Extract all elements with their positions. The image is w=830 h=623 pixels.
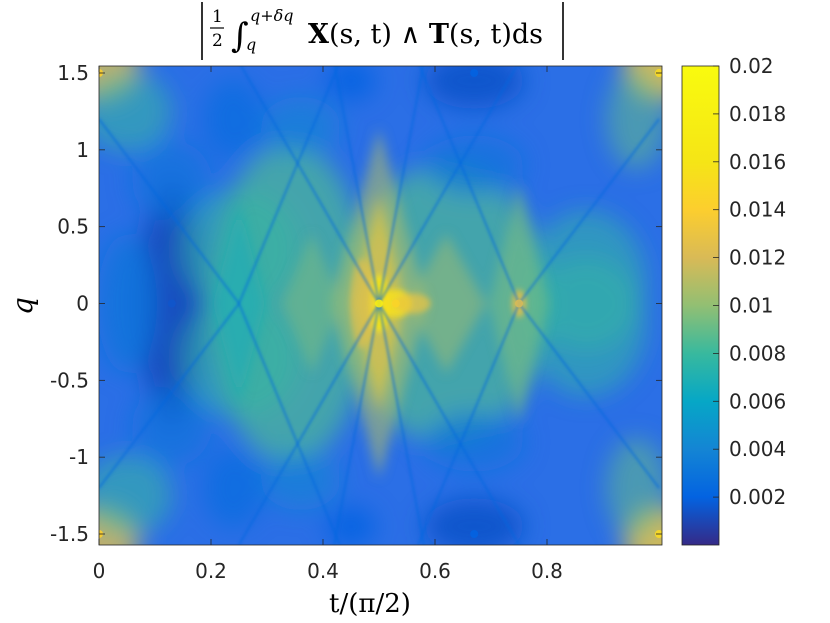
title-args-2: (s, t)ds xyxy=(449,19,543,50)
heatmap-region xyxy=(99,455,172,536)
heatmap-region xyxy=(131,140,212,221)
colorbar-tick-label: 0.02 xyxy=(729,54,774,78)
title-integral-upper: q+δq xyxy=(250,6,294,25)
title-x-vector: X xyxy=(308,19,329,50)
heatmap-diamond xyxy=(406,233,487,374)
heatmap-hotspot xyxy=(350,258,375,349)
heatmap-region xyxy=(203,79,264,160)
heatmap-region xyxy=(424,135,525,196)
heatmap-ridge xyxy=(99,302,240,489)
heatmap-region xyxy=(131,386,212,467)
heatmap-ridge xyxy=(378,66,519,305)
y-tick-label: -0.5 xyxy=(50,368,89,392)
title-t-vector: T xyxy=(429,19,449,50)
colorbar-gradient xyxy=(682,66,719,545)
heatmap-feature-point xyxy=(515,299,523,308)
heatmap-ridge xyxy=(237,66,340,304)
heatmap-feature-points xyxy=(99,69,662,538)
x-tick-label: 0.6 xyxy=(419,559,451,583)
x-tick-label: 0.4 xyxy=(307,559,339,583)
chart-title: 1 2 ∫ q+δq q X(s, t) ∧ T(s, t)ds xyxy=(201,2,564,60)
x-axis-ticks: 0 0.2 0.4 0.6 0.8 xyxy=(93,66,563,583)
colorbar-tick-label: 0.018 xyxy=(729,102,786,126)
heatmap-ridge xyxy=(333,303,381,545)
heatmap-ridge-lines xyxy=(99,66,660,545)
heatmap-feature-point xyxy=(470,530,479,538)
heatmap-ridge xyxy=(238,302,380,545)
heatmap-region xyxy=(260,450,341,511)
colorbar-tick-label: 0.008 xyxy=(729,341,786,365)
heatmap-diamond xyxy=(281,233,342,374)
y-tick-label: 1 xyxy=(76,138,89,162)
heatmap-region xyxy=(424,411,525,472)
colorbar-ticks: 0.02 0.018 0.016 0.014 0.012 0.01 0.008 0.006 0.… xyxy=(713,54,786,509)
y-tick-label: -1.5 xyxy=(50,522,89,546)
heatmap-feature-point xyxy=(167,299,176,308)
heatmap-ridge xyxy=(333,66,381,304)
colorbar-tick-label: 0.01 xyxy=(729,294,774,318)
heatmap-region xyxy=(606,437,662,538)
heatmap-feature-point xyxy=(391,299,400,308)
title-integral-sign: ∫ xyxy=(231,16,249,56)
heatmap-ridge xyxy=(418,66,521,304)
x-tick-label: 0 xyxy=(93,559,106,583)
heatmap-hotspot xyxy=(371,237,387,278)
heatmap-region xyxy=(99,233,157,374)
colorbar-tick-label: 0.004 xyxy=(729,437,786,461)
y-tick-label: -1 xyxy=(69,445,89,469)
y-tick-label: 0.5 xyxy=(57,215,89,239)
colorbar-tick-label: 0.002 xyxy=(729,485,786,509)
heatmap-region xyxy=(99,71,172,152)
heatmap-ridge xyxy=(518,118,660,305)
heatmap-ridge xyxy=(99,118,240,305)
title-integral-lower: q xyxy=(246,35,256,54)
colorbar-tick-label: 0.006 xyxy=(729,389,786,413)
x-tick-label: 0.2 xyxy=(195,559,227,583)
heatmap-region xyxy=(526,256,647,397)
heatmap-ridge xyxy=(378,302,520,545)
heatmap-region xyxy=(260,96,341,157)
title-fraction-denominator: 2 xyxy=(212,31,223,51)
y-axis-label: q xyxy=(6,297,39,315)
x-axis-label: t/(π/2) xyxy=(329,589,411,619)
title-expression: X(s, t) ∧ T(s, t)ds xyxy=(308,19,543,50)
heatmap-ridge xyxy=(237,303,341,545)
heatmap-region xyxy=(606,69,662,170)
heatmap-region xyxy=(203,447,264,528)
heatmap-hotspot xyxy=(394,293,431,314)
heatmap-ridge xyxy=(239,66,380,305)
plot-frame xyxy=(98,65,663,546)
colorbar-tick-label: 0.014 xyxy=(729,198,786,222)
heatmap-ridge xyxy=(377,303,425,545)
y-axis-ticks: 1.5 1 0.5 0 -0.5 -1 -1.5 xyxy=(50,61,662,546)
title-args-1: (s, t) ∧ xyxy=(329,19,429,50)
heatmap-structure-layer xyxy=(213,128,549,479)
heatmap-hotspot xyxy=(371,329,387,370)
x-tick-label: 0.8 xyxy=(531,559,563,583)
y-tick-label: 1.5 xyxy=(57,61,89,85)
heatmap-feature-point xyxy=(375,299,383,308)
heatmap-plot-area xyxy=(99,66,662,545)
heatmap-feature-point xyxy=(470,69,479,77)
heatmap-ridge xyxy=(417,303,521,545)
heatmap-ridge xyxy=(377,66,425,304)
colorbar-tick-label: 0.016 xyxy=(729,150,786,174)
colorbar-tick-label: 0.012 xyxy=(729,246,786,270)
heatmap-region xyxy=(326,66,376,101)
y-tick-label: 0 xyxy=(76,292,89,316)
title-fraction-numerator: 1 xyxy=(212,7,223,27)
heatmap-ridge xyxy=(518,302,660,489)
heatmap-region xyxy=(326,506,376,545)
colorbar: 0.02 0.018 0.016 0.014 0.012 0.01 0.008 0.006 0.… xyxy=(681,54,786,546)
